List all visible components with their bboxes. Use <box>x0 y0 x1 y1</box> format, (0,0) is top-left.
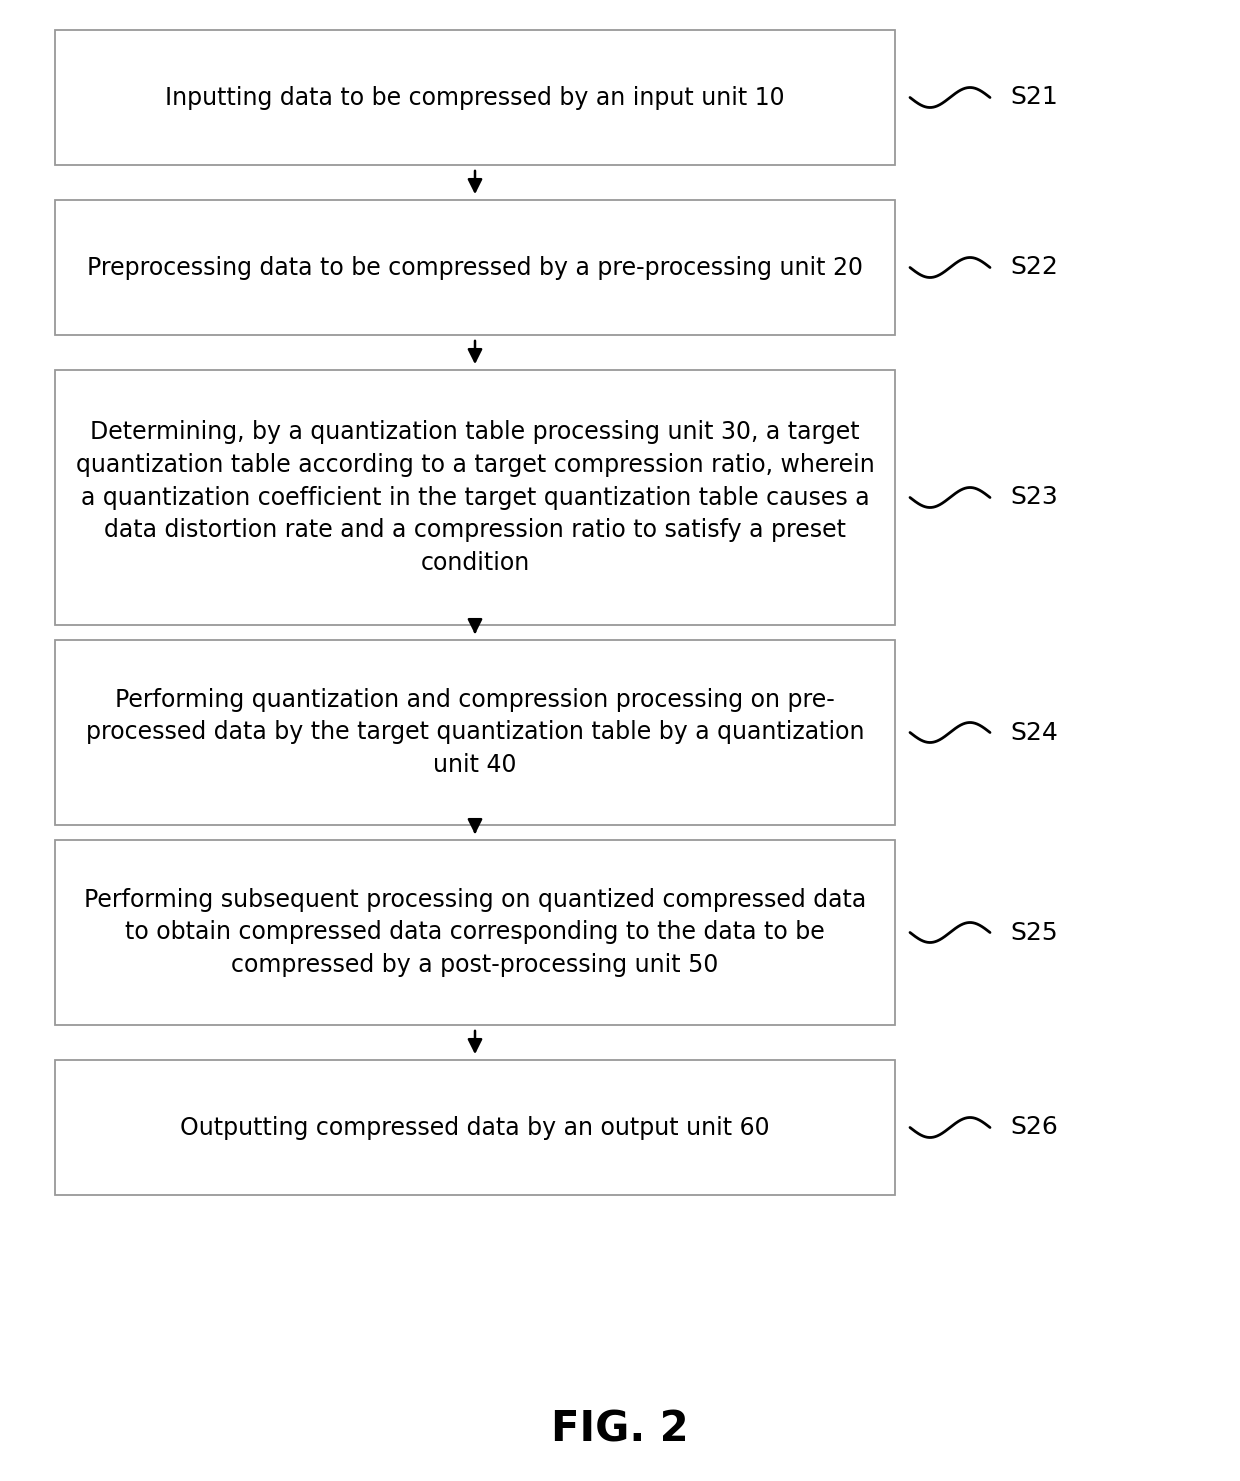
Bar <box>55 370 895 625</box>
Bar <box>55 30 895 164</box>
Text: S22: S22 <box>1011 256 1058 280</box>
Text: S26: S26 <box>1011 1115 1058 1139</box>
Bar <box>55 640 895 825</box>
Text: Preprocessing data to be compressed by a pre-processing unit 20: Preprocessing data to be compressed by a… <box>87 256 863 280</box>
Text: Inputting data to be compressed by an input unit 10: Inputting data to be compressed by an in… <box>165 86 785 110</box>
Bar <box>55 1060 895 1195</box>
Text: S23: S23 <box>1011 486 1058 509</box>
Text: Performing subsequent processing on quantized compressed data
to obtain compress: Performing subsequent processing on quan… <box>84 889 866 977</box>
Text: S24: S24 <box>1011 720 1058 745</box>
Text: Determining, by a quantization table processing unit 30, a target
quantization t: Determining, by a quantization table pro… <box>76 421 874 575</box>
Text: Outputting compressed data by an output unit 60: Outputting compressed data by an output … <box>180 1115 770 1139</box>
Bar <box>55 200 895 335</box>
Text: S25: S25 <box>1011 921 1058 945</box>
Text: S21: S21 <box>1011 86 1058 110</box>
Bar <box>55 840 895 1025</box>
Text: FIG. 2: FIG. 2 <box>552 1408 688 1451</box>
Text: Performing quantization and compression processing on pre-
processed data by the: Performing quantization and compression … <box>86 689 864 778</box>
